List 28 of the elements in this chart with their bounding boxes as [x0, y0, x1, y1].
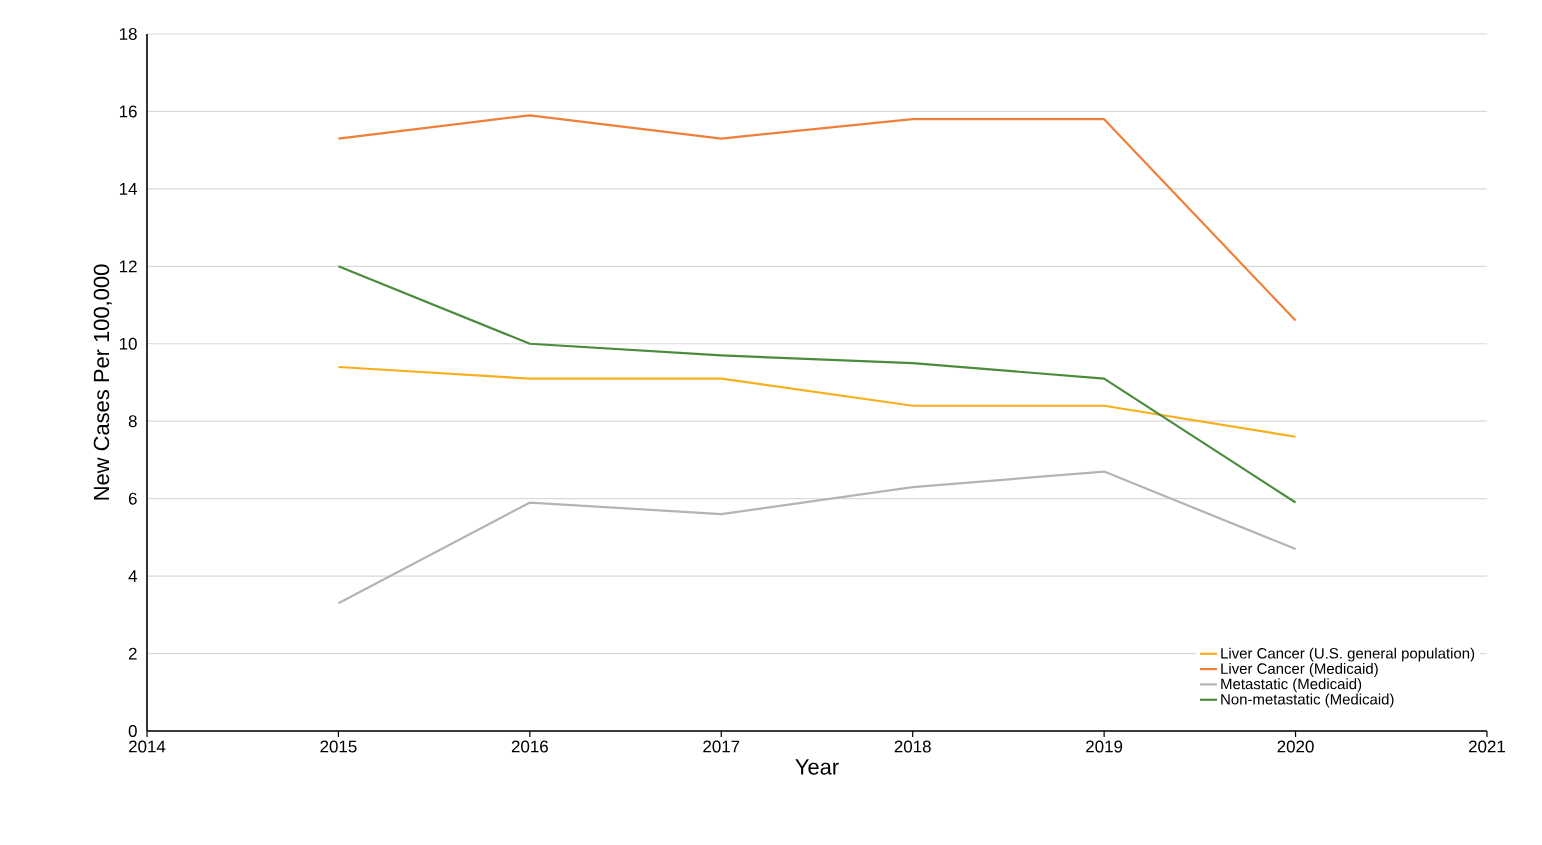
legend-label: Liver Cancer (Medicaid): [1221, 662, 1378, 677]
line-series: [337, 265, 1297, 504]
x-axis-title: Year: [795, 759, 839, 775]
y-tick-label: 16: [119, 105, 137, 118]
y-tick-label: 8: [128, 415, 137, 428]
x-tick-label: 2015: [320, 740, 357, 753]
y-tick-label: 18: [119, 27, 137, 40]
legend-label: Metastatic (Medicaid): [1221, 678, 1362, 693]
y-tick-label: 12: [119, 260, 137, 273]
x-tick-label: 2016: [511, 740, 548, 753]
line-series: [337, 365, 1297, 438]
line-series: [337, 470, 1297, 605]
x-tick-label: 2014: [129, 740, 166, 753]
y-tick-label: 0: [128, 725, 137, 737]
x-tick-label: 2020: [1277, 740, 1314, 753]
x-tick-label: 2019: [1086, 740, 1123, 753]
y-tick-label: 6: [128, 492, 137, 505]
y-tick-label: 10: [119, 337, 137, 350]
legend-label: Liver Cancer (U.S. general population): [1221, 647, 1475, 662]
y-tick-label: 14: [119, 183, 137, 195]
x-tick-label: 2018: [894, 740, 931, 753]
y-tick-label: 2: [128, 647, 137, 660]
y-tick-label: 4: [128, 570, 137, 582]
y-axis-title: New Cases Per 100,000: [93, 264, 112, 500]
x-tick-label: 2017: [703, 740, 740, 753]
x-tick-label: 2021: [1468, 740, 1505, 753]
line-series: [337, 114, 1297, 322]
legend-label: Non-metastatic (Medicaid): [1221, 693, 1394, 708]
